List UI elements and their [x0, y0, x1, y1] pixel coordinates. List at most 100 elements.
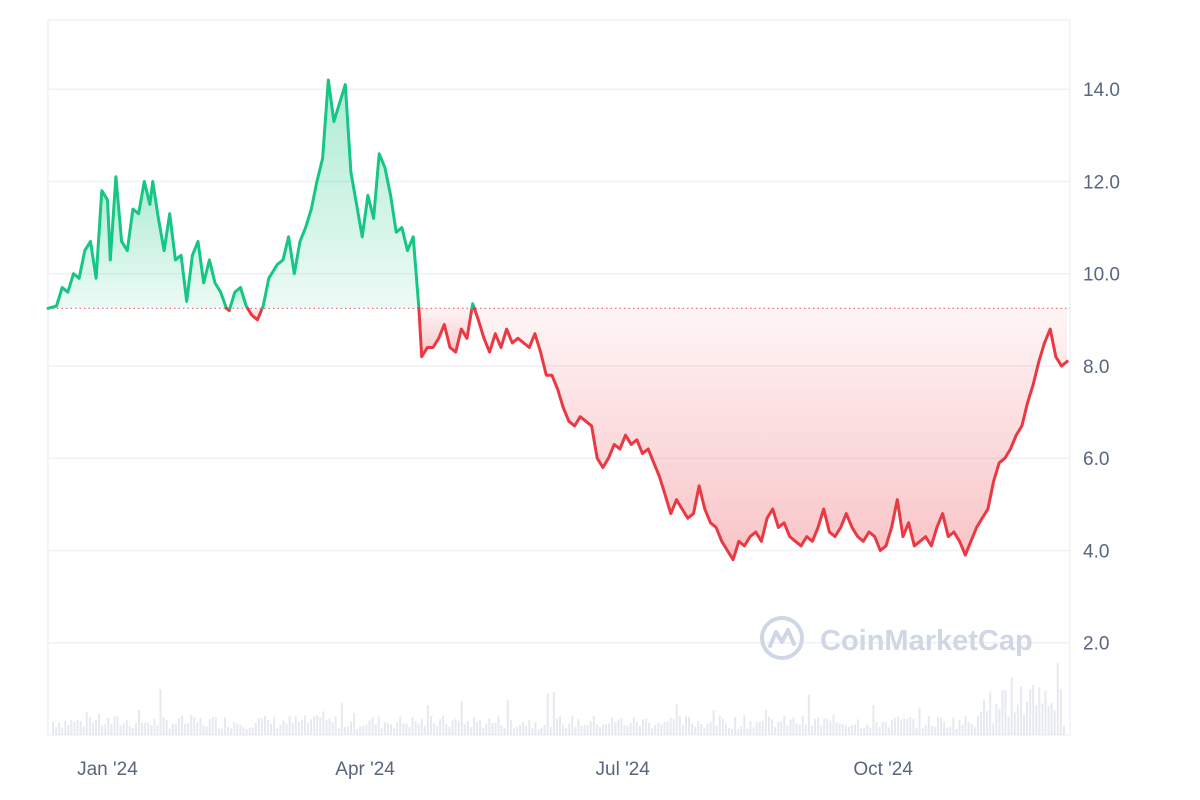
volume-bar — [602, 724, 605, 735]
volume-bar — [946, 727, 949, 735]
volume-bar — [912, 718, 915, 735]
volume-bar — [503, 728, 506, 735]
volume-bar — [350, 721, 353, 735]
volume-bar — [786, 725, 789, 735]
volume-bar — [193, 716, 196, 735]
price-line-up[interactable] — [46, 175, 228, 310]
volume-bar — [199, 717, 202, 735]
volume-bar — [684, 716, 687, 735]
volume-bar — [82, 726, 85, 735]
y-axis: 2.0 4.0 6.0 8.0 10.0 12.0 14.0 — [1083, 80, 1120, 655]
volume-bar — [491, 722, 494, 735]
volume-bar — [635, 722, 638, 735]
volume-bar — [190, 715, 193, 735]
volume-bar — [721, 718, 724, 735]
volume-bar — [611, 717, 614, 735]
volume-bar — [789, 719, 792, 735]
volume-bar — [205, 726, 208, 735]
volume-bar — [1019, 686, 1022, 735]
volume-bar — [497, 716, 500, 735]
volume-bar — [433, 723, 436, 735]
volume-bar — [70, 719, 73, 735]
volume-bar — [67, 725, 70, 735]
volume-bar — [706, 723, 709, 735]
price-line-down[interactable] — [417, 306, 474, 359]
volume-bar — [724, 723, 727, 735]
volume-bar — [835, 722, 838, 735]
price-line[interactable] — [46, 78, 1069, 562]
price-line-up[interactable] — [260, 78, 421, 310]
volume-bar — [758, 722, 761, 735]
volume-bar — [303, 715, 306, 735]
volume-bar — [239, 724, 242, 735]
volume-bar — [814, 719, 817, 735]
volume-bar — [233, 722, 236, 735]
volume-bar — [276, 728, 279, 735]
volume-bar — [869, 727, 872, 735]
price-line-down[interactable] — [472, 306, 1069, 562]
volume-bar — [242, 727, 245, 735]
volume-bar — [752, 727, 755, 735]
volume-bar — [380, 727, 383, 735]
area-above-baseline — [48, 176, 227, 309]
volume-bar — [731, 728, 734, 735]
volume-bar — [1004, 690, 1007, 735]
volume-bar — [973, 727, 976, 735]
volume-bar — [270, 723, 273, 735]
volume-bar — [691, 723, 694, 735]
volume-bar — [162, 716, 165, 735]
volume-bar — [961, 724, 964, 735]
volume-bar — [58, 722, 61, 735]
volume-bar — [396, 722, 399, 735]
y-tick-label: 12.0 — [1083, 172, 1120, 193]
volume-bar — [460, 700, 463, 735]
volume-bar — [967, 721, 970, 735]
volume-bar — [792, 717, 795, 735]
volume-bar — [319, 717, 322, 735]
price-line-up[interactable] — [470, 302, 476, 310]
volume-bar — [562, 724, 565, 735]
volume-bar — [116, 716, 119, 735]
volume-bar — [448, 726, 451, 735]
volume-bar — [282, 720, 285, 735]
volume-bar — [543, 724, 546, 735]
volume-bar — [353, 713, 356, 735]
price-line-up[interactable] — [228, 286, 250, 310]
volume-bar — [334, 716, 337, 735]
watermark-text: CoinMarketCap — [820, 625, 1033, 657]
volume-bar — [841, 723, 844, 735]
volume-bar — [297, 722, 300, 735]
volume-bar — [807, 694, 810, 735]
volume-bar — [454, 719, 457, 735]
volume-bar — [171, 723, 174, 735]
volume-bar — [924, 725, 927, 735]
volume-bar — [128, 725, 131, 735]
volume-bar — [872, 705, 875, 735]
volume-bar — [832, 714, 835, 735]
x-tick-label: Jul '24 — [596, 759, 651, 780]
volume-bar — [245, 728, 248, 735]
volume-bar — [534, 722, 537, 735]
volume-bar — [660, 724, 663, 735]
volume-bar — [285, 723, 288, 735]
volume-bar — [52, 722, 54, 735]
volume-bar — [1041, 703, 1044, 735]
volume-bar — [402, 723, 405, 735]
volume-bar — [1062, 725, 1065, 735]
volume-bar — [337, 728, 340, 735]
volume-bar — [322, 711, 325, 735]
volume-bar — [641, 719, 644, 735]
volume-bar — [174, 723, 177, 735]
volume-bar — [1050, 702, 1053, 735]
volume-bar — [211, 716, 214, 735]
price-line-down[interactable] — [246, 306, 264, 322]
volume-bar — [777, 721, 780, 735]
x-tick-label: Jan '24 — [77, 759, 138, 780]
y-tick-label: 14.0 — [1083, 80, 1120, 101]
volume-bar — [420, 718, 423, 735]
volume-bar — [887, 727, 890, 735]
volume-bar — [651, 728, 654, 735]
volume-bar — [307, 723, 310, 735]
